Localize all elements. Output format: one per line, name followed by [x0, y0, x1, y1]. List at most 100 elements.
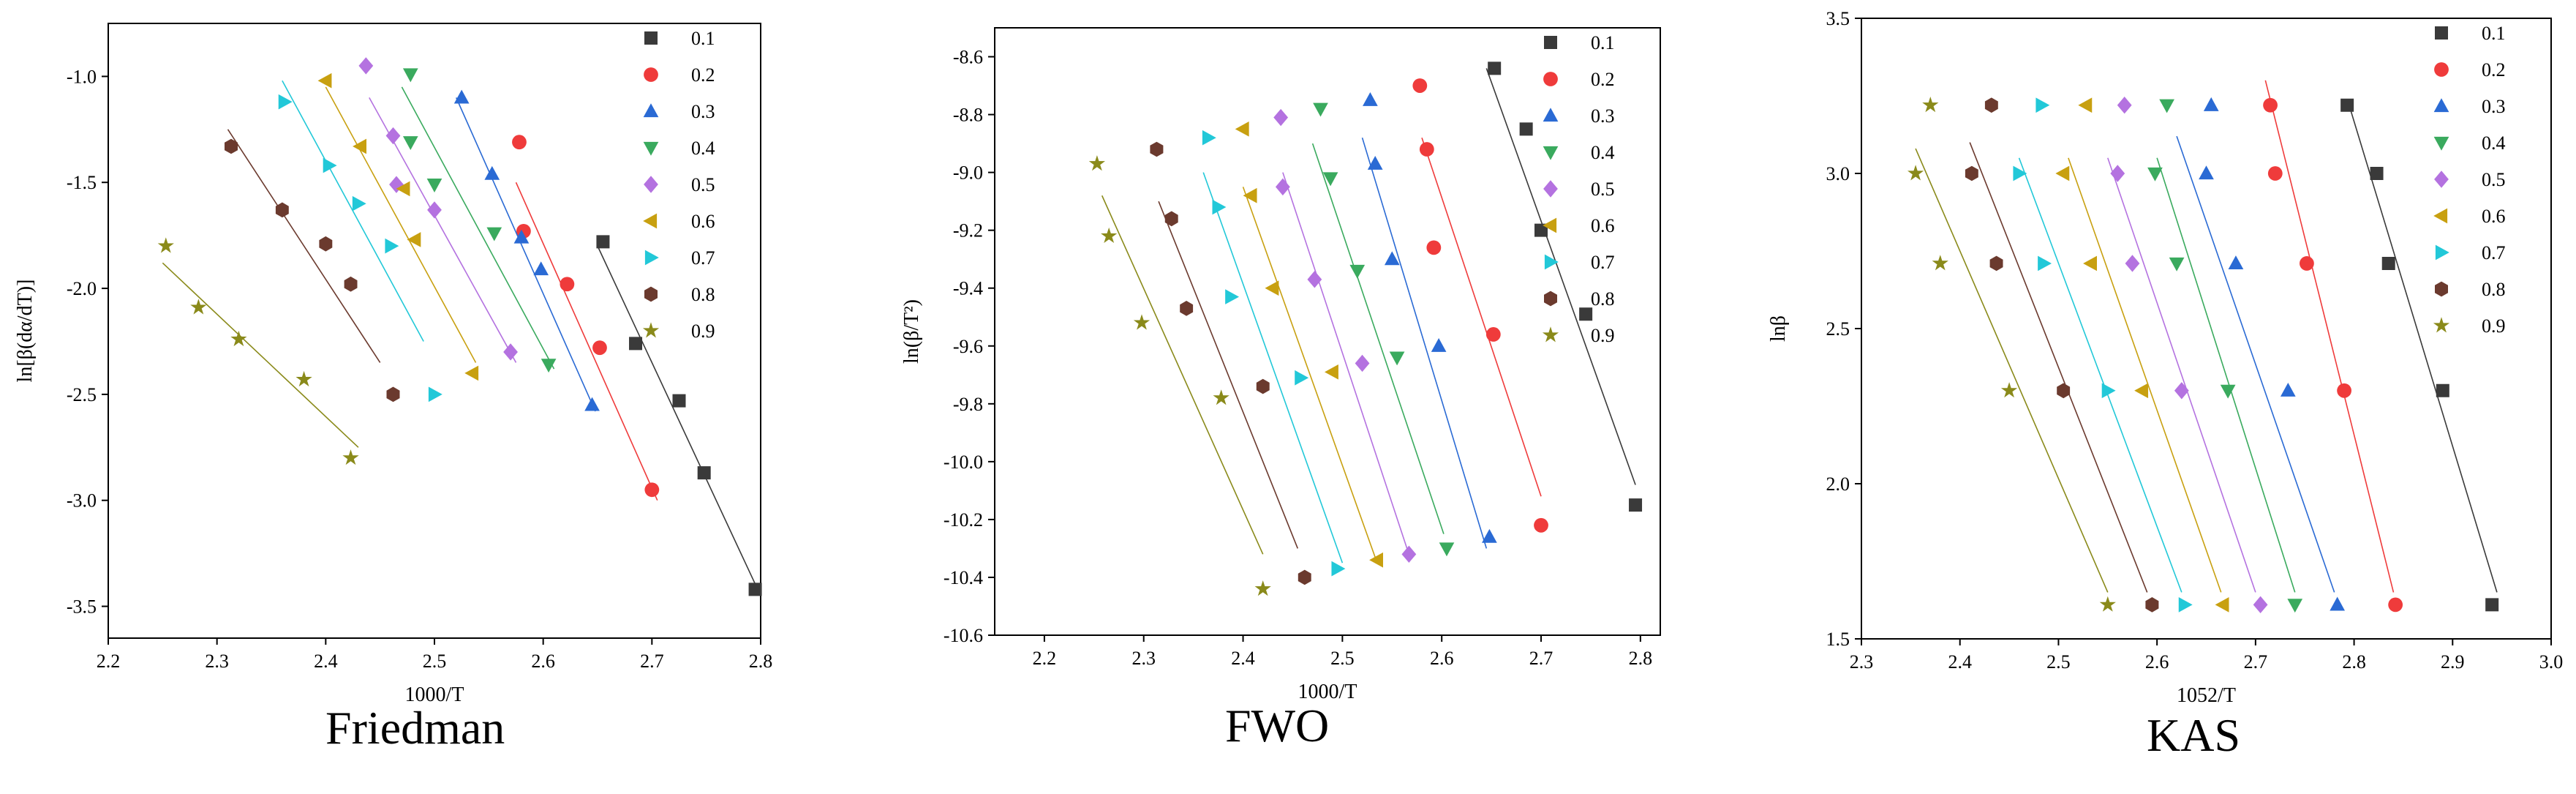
data-point — [1254, 580, 1271, 596]
y-tick-label: -8.6 — [953, 47, 983, 68]
legend-label: 0.7 — [2482, 242, 2506, 263]
legend: 0.1 0.2 0.3 0.4 0.5 0.6 0.7 0.8 0.9 — [2433, 23, 2506, 337]
data-point — [1101, 227, 1118, 243]
series-0.4 — [1311, 102, 1455, 557]
legend-label: 0.2 — [691, 64, 715, 86]
fit-line — [2068, 157, 2222, 593]
x-axis-label: 1052/T — [2177, 684, 2236, 707]
data-point — [2055, 165, 2070, 181]
data-point — [1212, 199, 1227, 215]
legend-marker — [642, 322, 660, 338]
x-tick-label: 2.6 — [1430, 648, 1454, 669]
data-point — [2159, 99, 2174, 113]
fit-line — [162, 262, 359, 448]
data-point — [402, 68, 418, 83]
series-0.3 — [453, 89, 600, 412]
x-tick-label: 2.3 — [1850, 651, 1874, 673]
data-point — [697, 466, 711, 480]
series-0.3 — [2176, 97, 2346, 611]
series-0.8 — [1150, 141, 1311, 585]
y-tick-label: -10.2 — [944, 509, 983, 531]
series-0.4 — [2147, 99, 2303, 613]
y-tick-label: -3.0 — [67, 490, 97, 512]
data-point — [1439, 542, 1455, 557]
x-tick-label: 2.7 — [640, 651, 664, 672]
legend-marker — [2434, 171, 2449, 188]
data-point — [1419, 142, 1434, 157]
series-0.3 — [1361, 92, 1497, 549]
data-point — [1313, 102, 1328, 117]
legend-label: 0.6 — [1591, 215, 1615, 236]
y-tick-label: -10.4 — [944, 567, 983, 588]
data-point — [1202, 130, 1216, 146]
legend-label: 0.4 — [2482, 132, 2506, 154]
data-point — [2035, 97, 2050, 113]
fit-line — [325, 86, 477, 363]
series-0.5 — [1273, 108, 1417, 563]
data-point — [1235, 121, 1249, 137]
data-point — [1534, 517, 1548, 533]
data-point — [1355, 354, 1370, 372]
legend-label: 0.3 — [2482, 96, 2506, 117]
fit-line — [1915, 148, 2109, 593]
series-0.2 — [1412, 78, 1548, 533]
y-tick-label: -2.0 — [67, 278, 97, 299]
data-point — [464, 365, 479, 381]
y-tick-label: -9.6 — [953, 336, 983, 357]
legend-marker — [1544, 291, 1557, 307]
fit-line — [1421, 137, 1542, 497]
data-point — [1298, 569, 1311, 585]
data-point — [1534, 223, 1548, 237]
legend-marker — [2435, 26, 2448, 40]
data-point — [2485, 598, 2499, 612]
fit-line — [456, 97, 596, 412]
legend-label: 0.4 — [691, 138, 715, 159]
fit-line — [1242, 187, 1378, 563]
data-point — [2117, 97, 2132, 114]
fit-line — [1101, 195, 1264, 555]
legend-label: 0.8 — [1591, 288, 1615, 310]
legend-label: 0.5 — [1591, 179, 1615, 200]
fit-line — [597, 245, 761, 596]
y-tick-label: -2.5 — [67, 384, 97, 405]
data-point — [2228, 255, 2244, 270]
data-point — [1331, 561, 1346, 577]
legend-marker — [1544, 254, 1559, 270]
series-0.8 — [1965, 97, 2159, 613]
data-point — [748, 583, 762, 596]
data-point — [2174, 382, 2189, 400]
data-point — [2000, 382, 2018, 398]
x-tick-label: 2.4 — [1231, 648, 1255, 669]
x-tick-label: 2.6 — [531, 651, 555, 672]
data-point — [1384, 251, 1400, 266]
fit-line — [515, 181, 658, 501]
chart-panel-3: 2.3 2.4 2.5 2.6 2.7 2.8 2.9 3.0 1.5 2.0 2.5 3.0 3.5 1… — [1767, 8, 2563, 707]
legend-label: 0.3 — [691, 101, 715, 122]
data-point — [453, 89, 470, 104]
x-tick-label: 2.2 — [97, 651, 121, 672]
y-tick-label: -9.2 — [953, 220, 983, 241]
data-point — [275, 202, 289, 218]
plot-frame — [108, 23, 761, 639]
x-tick-label: 2.9 — [2441, 651, 2465, 673]
y-tick-label: -3.5 — [67, 596, 97, 618]
fit-line — [2176, 135, 2335, 593]
legend-marker — [1543, 108, 1559, 122]
data-point — [2287, 599, 2303, 613]
data-point — [1363, 92, 1378, 106]
legend-label: 0.6 — [691, 211, 715, 232]
data-point — [1273, 108, 1289, 127]
fit-line — [1485, 68, 1636, 485]
series-0.9 — [1088, 155, 1271, 596]
data-point — [225, 138, 238, 154]
y-tick-label: -9.4 — [953, 278, 983, 299]
x-tick-label: 2.8 — [2342, 651, 2366, 673]
data-point — [503, 343, 518, 361]
data-point — [190, 299, 207, 315]
series-0.5 — [2107, 97, 2268, 614]
series-0.1 — [596, 235, 762, 596]
legend: 0.1 0.2 0.3 0.4 0.5 0.6 0.7 0.8 0.9 — [642, 28, 715, 342]
x-axis-label: 1000/T — [1298, 681, 1357, 703]
series-0.1 — [2340, 98, 2499, 612]
data-point — [533, 261, 549, 276]
